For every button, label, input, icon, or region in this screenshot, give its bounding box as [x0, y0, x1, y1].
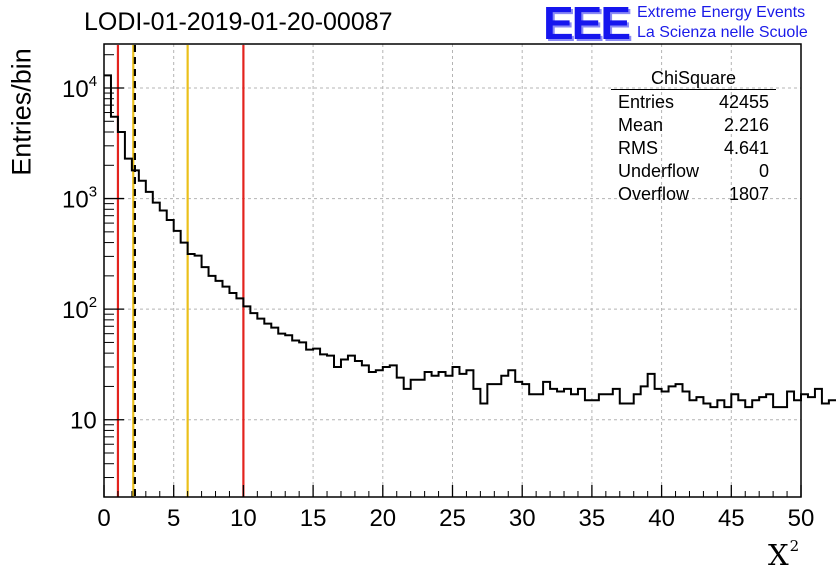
y-tick-label-exponent: 3 [89, 184, 97, 201]
y-tick-label-base: 10 [62, 297, 89, 324]
y-tick-label: 10 [70, 408, 97, 435]
y-tick-label-base: 10 [62, 76, 89, 103]
x-tick-label: 50 [788, 505, 815, 532]
stats-box: ChiSquare Entries 42455 Mean 2.216 RMS 4… [611, 67, 776, 206]
y-tick-label-base: 10 [62, 187, 89, 214]
stats-row-overflow: Overflow 1807 [611, 183, 776, 206]
x-tick-label: 40 [648, 505, 675, 532]
x-tick-label: 35 [579, 505, 606, 532]
ticks-layer [103, 54, 802, 498]
x-tick-label: 15 [300, 505, 327, 532]
eee-logo-icon: EEE [543, 0, 631, 49]
stats-row-rms: RMS 4.641 [611, 137, 776, 160]
stats-label: Overflow [618, 184, 690, 204]
stats-row-mean: Mean 2.216 [611, 114, 776, 137]
x-axis-label: X2 [768, 537, 799, 572]
y-tick-label: 103 [62, 184, 97, 214]
x-tick-label: 20 [369, 505, 396, 532]
stats-value: 0 [758, 161, 769, 181]
plot-title: LODI-01-2019-01-20-00087 [84, 8, 393, 36]
y-tick-label-exponent: 2 [89, 294, 97, 311]
stats-label: RMS [618, 138, 658, 158]
x-tick-label: 45 [718, 505, 745, 532]
logo-subtitle-2: La Scienza nelle Scuole [637, 24, 808, 41]
x-axis-label-superscript: 2 [789, 537, 800, 555]
stats-label: Underflow [618, 161, 700, 181]
stats-divider [611, 89, 776, 90]
y-tick-label: 102 [62, 294, 97, 324]
stats-label: Mean [618, 115, 664, 135]
y-axis-label: Entries/bin [6, 48, 37, 176]
stats-value: 2.216 [723, 115, 769, 135]
x-tick-label: 0 [97, 505, 110, 532]
y-tick-label: 104 [62, 73, 97, 103]
reference-lines-layer [116, 45, 245, 497]
x-tick-label: 10 [230, 505, 257, 532]
x-tick-label: 30 [509, 505, 536, 532]
stats-title: ChiSquare [650, 68, 737, 88]
stats-label: Entries [618, 92, 675, 112]
histogram-step-line [104, 74, 836, 409]
x-tick-label: 5 [167, 505, 180, 532]
stats-value: 42455 [718, 92, 769, 112]
grid-layer [104, 44, 801, 497]
stats-row-entries: Entries 42455 [611, 91, 776, 114]
x-tick-label: 25 [439, 505, 466, 532]
y-tick-label-base: 10 [70, 408, 97, 435]
logo-subtitle-1: Extreme Energy Events [637, 4, 806, 21]
x-axis-label-base: X [768, 538, 789, 572]
stats-value: 1807 [728, 184, 769, 204]
y-tick-label-exponent: 4 [89, 73, 97, 90]
stats-value: 4.641 [723, 138, 769, 158]
stats-row-underflow: Underflow 0 [611, 160, 776, 183]
